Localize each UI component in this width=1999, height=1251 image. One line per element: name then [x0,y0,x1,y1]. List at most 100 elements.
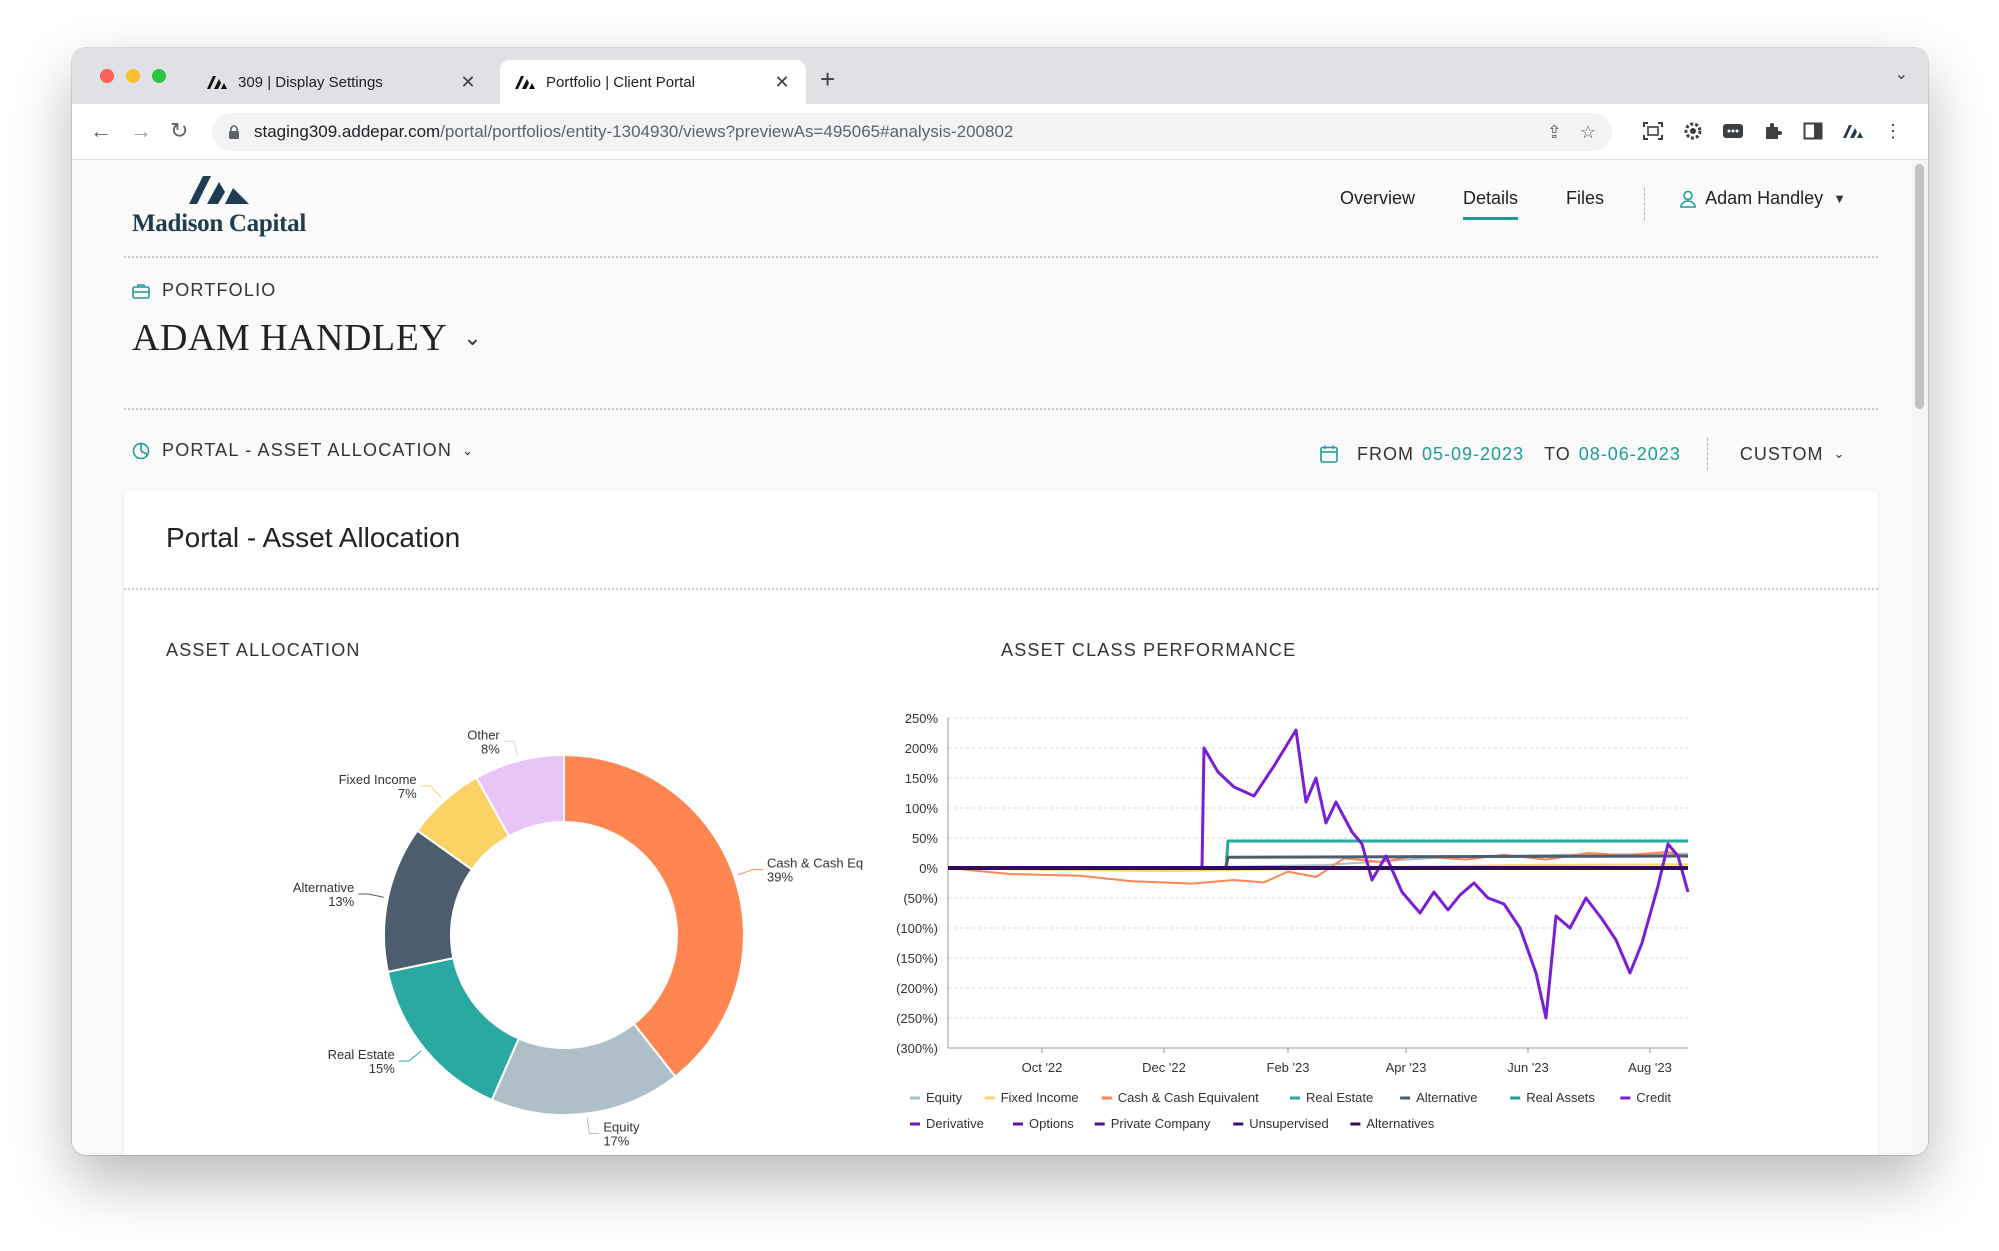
nav-divider [1644,188,1646,220]
page-content: Madison Capital Overview Details Files A… [72,160,1928,1155]
donut-slice-cash-cash-equivalent [563,753,745,1078]
portfolio-label-text: PORTFOLIO [162,280,277,300]
pie-chart-icon [132,442,150,459]
asset-class-performance-chart: 250% 200% 150% 100% 50% 0% (50%) (100%) (150%) (2… [896,711,1690,1131]
brand-logo[interactable]: Madison Capital [124,174,314,238]
kebab-menu-icon[interactable]: ⋮ [1884,120,1902,141]
donut-label-cash-cash-equivalent: Cash & Cash Equivalent [767,856,864,871]
close-window-button[interactable] [100,69,114,83]
nav-overview[interactable]: Overview [1340,188,1416,208]
x-tick-label: Aug '23 [1628,1060,1672,1075]
allocation-title: ASSET ALLOCATION [166,640,361,660]
star-icon[interactable]: ☆ [1579,121,1596,142]
y-tick-label: (300%) [896,1041,938,1056]
tab-title: Portfolio | Client Portal [546,73,695,91]
to-date[interactable]: 08-06-2023 [1578,443,1681,464]
y-tick-label: (200%) [896,981,938,996]
tab-title: 309 | Display Settings [238,73,383,91]
addepar-extension-icon[interactable] [1842,120,1864,142]
portfolio-name: ADAM HANDLEY [132,317,448,359]
lock-icon [229,125,239,139]
nav-files[interactable]: Files [1566,188,1605,208]
scrollbar-thumb[interactable] [1915,164,1924,409]
from-label: FROM [1357,443,1414,464]
y-tick-label: (150%) [896,951,938,966]
analysis-card: Portal - Asset Allocation ASSET ALLOCATI… [124,490,1878,1155]
close-icon[interactable]: ✕ [774,71,790,92]
donut-leader-line [398,1050,422,1062]
series-line-credit [948,728,1690,1020]
screenshot-icon[interactable] [1642,120,1664,142]
x-tick-label: Apr '23 [1386,1060,1427,1075]
y-tick-label: 100% [905,801,939,816]
top-nav: Overview Details Files Adam Handley ▼ [1340,188,1846,220]
reload-icon[interactable]: ↻ [170,118,189,143]
donut-label-real-estate: Real Estate [328,1047,395,1062]
browser-toolbar: ← → ↻ staging309.addepar.com/portal/port… [72,104,1928,160]
donut-leader-line [420,785,442,799]
addepar-logo-icon [515,76,535,89]
sidepanel-icon[interactable] [1802,120,1824,142]
donut-label-equity: Equity [603,1119,640,1134]
y-tick-label: 150% [905,771,939,786]
briefcase-icon [132,283,150,299]
period-selector[interactable]: CUSTOM ⌄ [1740,444,1846,465]
donut-value-other: 8% [481,741,500,756]
gear-icon[interactable] [1682,120,1704,142]
url-text: staging309.addepar.com/portal/portfolios… [254,122,1013,142]
user-icon [1680,190,1696,208]
date-range: FROM 05-09-2023 TO 08-06-2023 CUSTOM ⌄ [1319,438,1845,470]
from-date[interactable]: 05-09-2023 [1422,443,1525,464]
donut-leader-line [358,893,385,898]
legend-label-private-company: Private Company [1111,1116,1211,1131]
portfolio-selector[interactable]: ADAM HANDLEY ⌄ [132,316,482,360]
tab-display-settings[interactable]: 309 | Display Settings ✕ [192,60,492,104]
legend-label-derivative: Derivative [926,1116,984,1131]
donut-value-cash-cash-equivalent: 39% [767,870,793,885]
minimize-window-button[interactable] [126,69,140,83]
y-tick-label: 50% [912,831,938,846]
user-name: Adam Handley [1705,188,1824,208]
puzzle-icon[interactable] [1762,120,1784,142]
card-title: Portal - Asset Allocation [166,522,461,553]
date-divider [1706,438,1708,470]
x-tick-label: Jun '23 [1507,1060,1549,1075]
donut-label-alternative: Alternative [293,880,354,895]
donut-value-real-estate: 15% [369,1061,395,1076]
y-tick-label: (100%) [896,921,938,936]
y-tick-label: 0% [919,861,938,876]
close-icon[interactable]: ✕ [460,71,476,92]
x-tick-label: Oct '22 [1022,1060,1063,1075]
x-tick-label: Feb '23 [1267,1060,1310,1075]
donut-leader-line [503,740,519,758]
calendar-icon[interactable] [1319,444,1339,464]
legend-label-real-assets: Real Assets [1526,1090,1595,1105]
divider [124,256,1878,258]
chevron-down-icon: ⌄ [1833,446,1846,461]
y-tick-label: 250% [905,711,939,726]
new-tab-button[interactable]: + [820,64,836,94]
addepar-logo-icon [207,76,227,89]
browser-window: 309 | Display Settings ✕ Portfolio | Cli… [72,48,1928,1155]
address-bar[interactable]: staging309.addepar.com/portal/portfolios… [212,113,1612,151]
brand-name: Madison Capital [131,210,306,237]
donut-label-other: Other [467,727,500,742]
nav-details[interactable]: Details [1463,188,1519,220]
tab-client-portal[interactable]: Portfolio | Client Portal ✕ [500,60,806,104]
maximize-window-button[interactable] [152,69,166,83]
card-divider [124,588,1878,590]
donut-leader-line [737,869,764,876]
share-icon[interactable]: ⇪ [1546,121,1562,142]
back-arrow-icon[interactable]: ← [90,118,112,143]
chevron-down-icon[interactable]: ⌄ [1894,66,1908,83]
user-menu[interactable]: Adam Handley ▼ [1679,188,1846,209]
extension-icon[interactable] [1722,120,1744,142]
legend-label-alternatives: Alternatives [1366,1116,1434,1131]
view-name: PORTAL - ASSET ALLOCATION [162,440,453,460]
view-selector[interactable]: PORTAL - ASSET ALLOCATION ⌄ [132,440,474,461]
x-tick-label: Dec '22 [1142,1060,1186,1075]
scrollbar[interactable] [1912,160,1928,1155]
forward-arrow-icon[interactable]: → [130,118,152,143]
url-host: staging309.addepar.com [254,122,441,141]
